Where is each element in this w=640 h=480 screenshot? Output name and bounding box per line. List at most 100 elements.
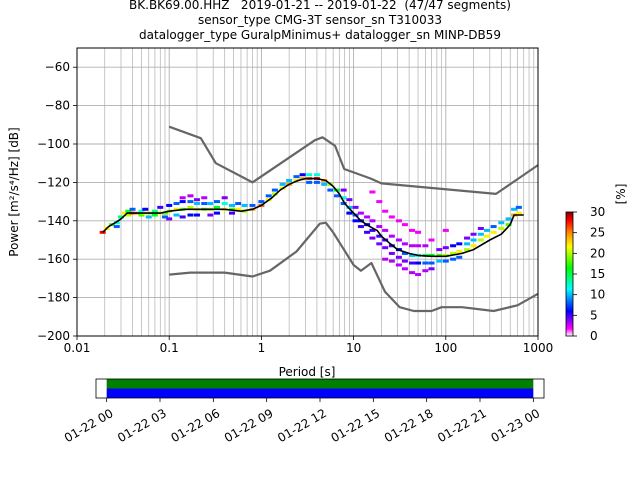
pdf-cell xyxy=(201,202,208,206)
pdf-cell xyxy=(151,213,158,217)
y-tick-label: −100 xyxy=(37,137,70,151)
pdf-cell xyxy=(207,202,214,206)
pdf-cell xyxy=(179,196,186,200)
pdf-cell xyxy=(357,225,364,229)
timeline-tick-label: 01-22 09 xyxy=(222,406,276,445)
pdf-cell xyxy=(364,230,371,234)
pdf-cell xyxy=(221,202,228,206)
timeline-tick-label: 01-22 18 xyxy=(382,406,436,445)
pdf-cell xyxy=(214,200,221,204)
pdf-cell xyxy=(436,248,443,252)
timeline-tick-label: 01-22 12 xyxy=(275,406,329,445)
pdf-cell xyxy=(422,269,429,273)
pdf-cell xyxy=(173,207,180,211)
pdf-cell xyxy=(470,238,477,242)
pdf-cell xyxy=(221,196,228,200)
high-noise-model-line xyxy=(168,125,538,195)
pdf-cell xyxy=(201,196,208,200)
pdf-cell xyxy=(99,230,106,234)
pdf-cell xyxy=(369,236,376,240)
pdf-cell xyxy=(265,194,272,198)
timeline-tick-label: 01-22 15 xyxy=(329,406,383,445)
pdf-cell xyxy=(193,202,200,206)
pdf-cell xyxy=(382,209,389,213)
pdf-cell xyxy=(333,194,340,198)
pdf-cell xyxy=(187,213,194,217)
pdf-cell xyxy=(346,198,353,202)
chart-title-line-1: BK.BK69.00.HHZ 2019-01-21 -- 2019-01-22 … xyxy=(129,0,511,12)
pdf-cell xyxy=(313,173,320,177)
pdf-cell xyxy=(313,180,320,184)
pdf-cell xyxy=(436,259,443,263)
pdf-cell xyxy=(207,213,214,217)
colorbar-tick-label: 10 xyxy=(590,288,605,302)
pdf-cell xyxy=(125,213,132,217)
pdf-cell xyxy=(456,242,463,246)
pdf-cell xyxy=(382,257,389,261)
pdf-cell xyxy=(113,221,120,225)
coverage-bar xyxy=(106,388,534,398)
pdf-cell xyxy=(428,238,435,242)
pdf-cell xyxy=(505,217,512,221)
pdf-cell xyxy=(258,200,265,204)
x-tick-label: 0.01 xyxy=(64,341,91,355)
pdf-cell xyxy=(456,255,463,259)
pdf-cell xyxy=(395,238,402,242)
pdf-cell xyxy=(369,219,376,223)
pdf-cell xyxy=(138,213,145,217)
pdf-cell xyxy=(214,205,221,209)
pdf-cell xyxy=(187,200,194,204)
y-tick-label: −200 xyxy=(37,329,70,343)
pdf-cell xyxy=(415,230,422,234)
y-tick-label: −80 xyxy=(45,99,70,113)
pdf-cell xyxy=(235,202,242,206)
colorbar-tick-label: 5 xyxy=(590,308,598,322)
pdf-cell xyxy=(484,234,491,238)
pdf-cell xyxy=(157,205,164,209)
pdf-cells xyxy=(99,173,522,277)
axes: 0.01 0.1 1 10 100 1000 −200 −180 −160 −140 −120 −10… xyxy=(37,60,553,355)
pdf-cell xyxy=(346,205,353,209)
pdf-cell xyxy=(113,225,120,229)
pdf-cell xyxy=(409,244,416,248)
pdf-cell xyxy=(235,207,242,211)
pdf-cell xyxy=(166,203,173,207)
pdf-cell xyxy=(464,248,471,252)
pdf-cell xyxy=(357,211,364,215)
pdf-cell xyxy=(415,261,422,265)
pdf-cell xyxy=(450,257,457,261)
colorbar-label: [%] xyxy=(614,184,628,205)
plot-frame xyxy=(76,47,539,337)
pdf-cell xyxy=(409,253,416,257)
pdf-cell xyxy=(477,232,484,236)
pdf-cell xyxy=(395,263,402,267)
pdf-cell xyxy=(409,228,416,232)
coverage-timeline: 01-22 00 01-22 03 01-22 06 01-22 09 01-22 12… xyxy=(62,378,545,445)
pdf-cell xyxy=(166,217,173,221)
pdf-cell xyxy=(306,173,313,177)
x-axis-label: Period [s] xyxy=(279,365,336,379)
pdf-cell xyxy=(271,192,278,196)
pdf-cell xyxy=(214,211,221,215)
pdf-cell xyxy=(125,209,132,213)
pdf-cell xyxy=(179,215,186,219)
y-tick-label: −120 xyxy=(37,175,70,189)
pdf-cell xyxy=(369,228,376,232)
pdf-cell xyxy=(395,255,402,259)
pdf-cell xyxy=(340,196,347,200)
pdf-cell xyxy=(477,238,484,242)
x-tick-label: 1000 xyxy=(523,341,554,355)
pdf-cell xyxy=(401,242,408,246)
pdf-cell xyxy=(401,259,408,263)
pdf-cell xyxy=(161,215,168,219)
pdf-cell xyxy=(369,190,376,194)
y-tick-label: −180 xyxy=(37,291,70,305)
pdf-cell xyxy=(442,228,449,232)
pdf-cell xyxy=(401,251,408,255)
pdf-cell xyxy=(442,246,449,250)
pdf-cell xyxy=(321,182,328,186)
pdf-cell xyxy=(121,211,128,215)
pdf-cell xyxy=(490,225,497,229)
chart-title-line-3: datalogger_type GuralpMinimus+ datalogge… xyxy=(139,28,501,42)
y-tick-label: −160 xyxy=(37,252,70,266)
